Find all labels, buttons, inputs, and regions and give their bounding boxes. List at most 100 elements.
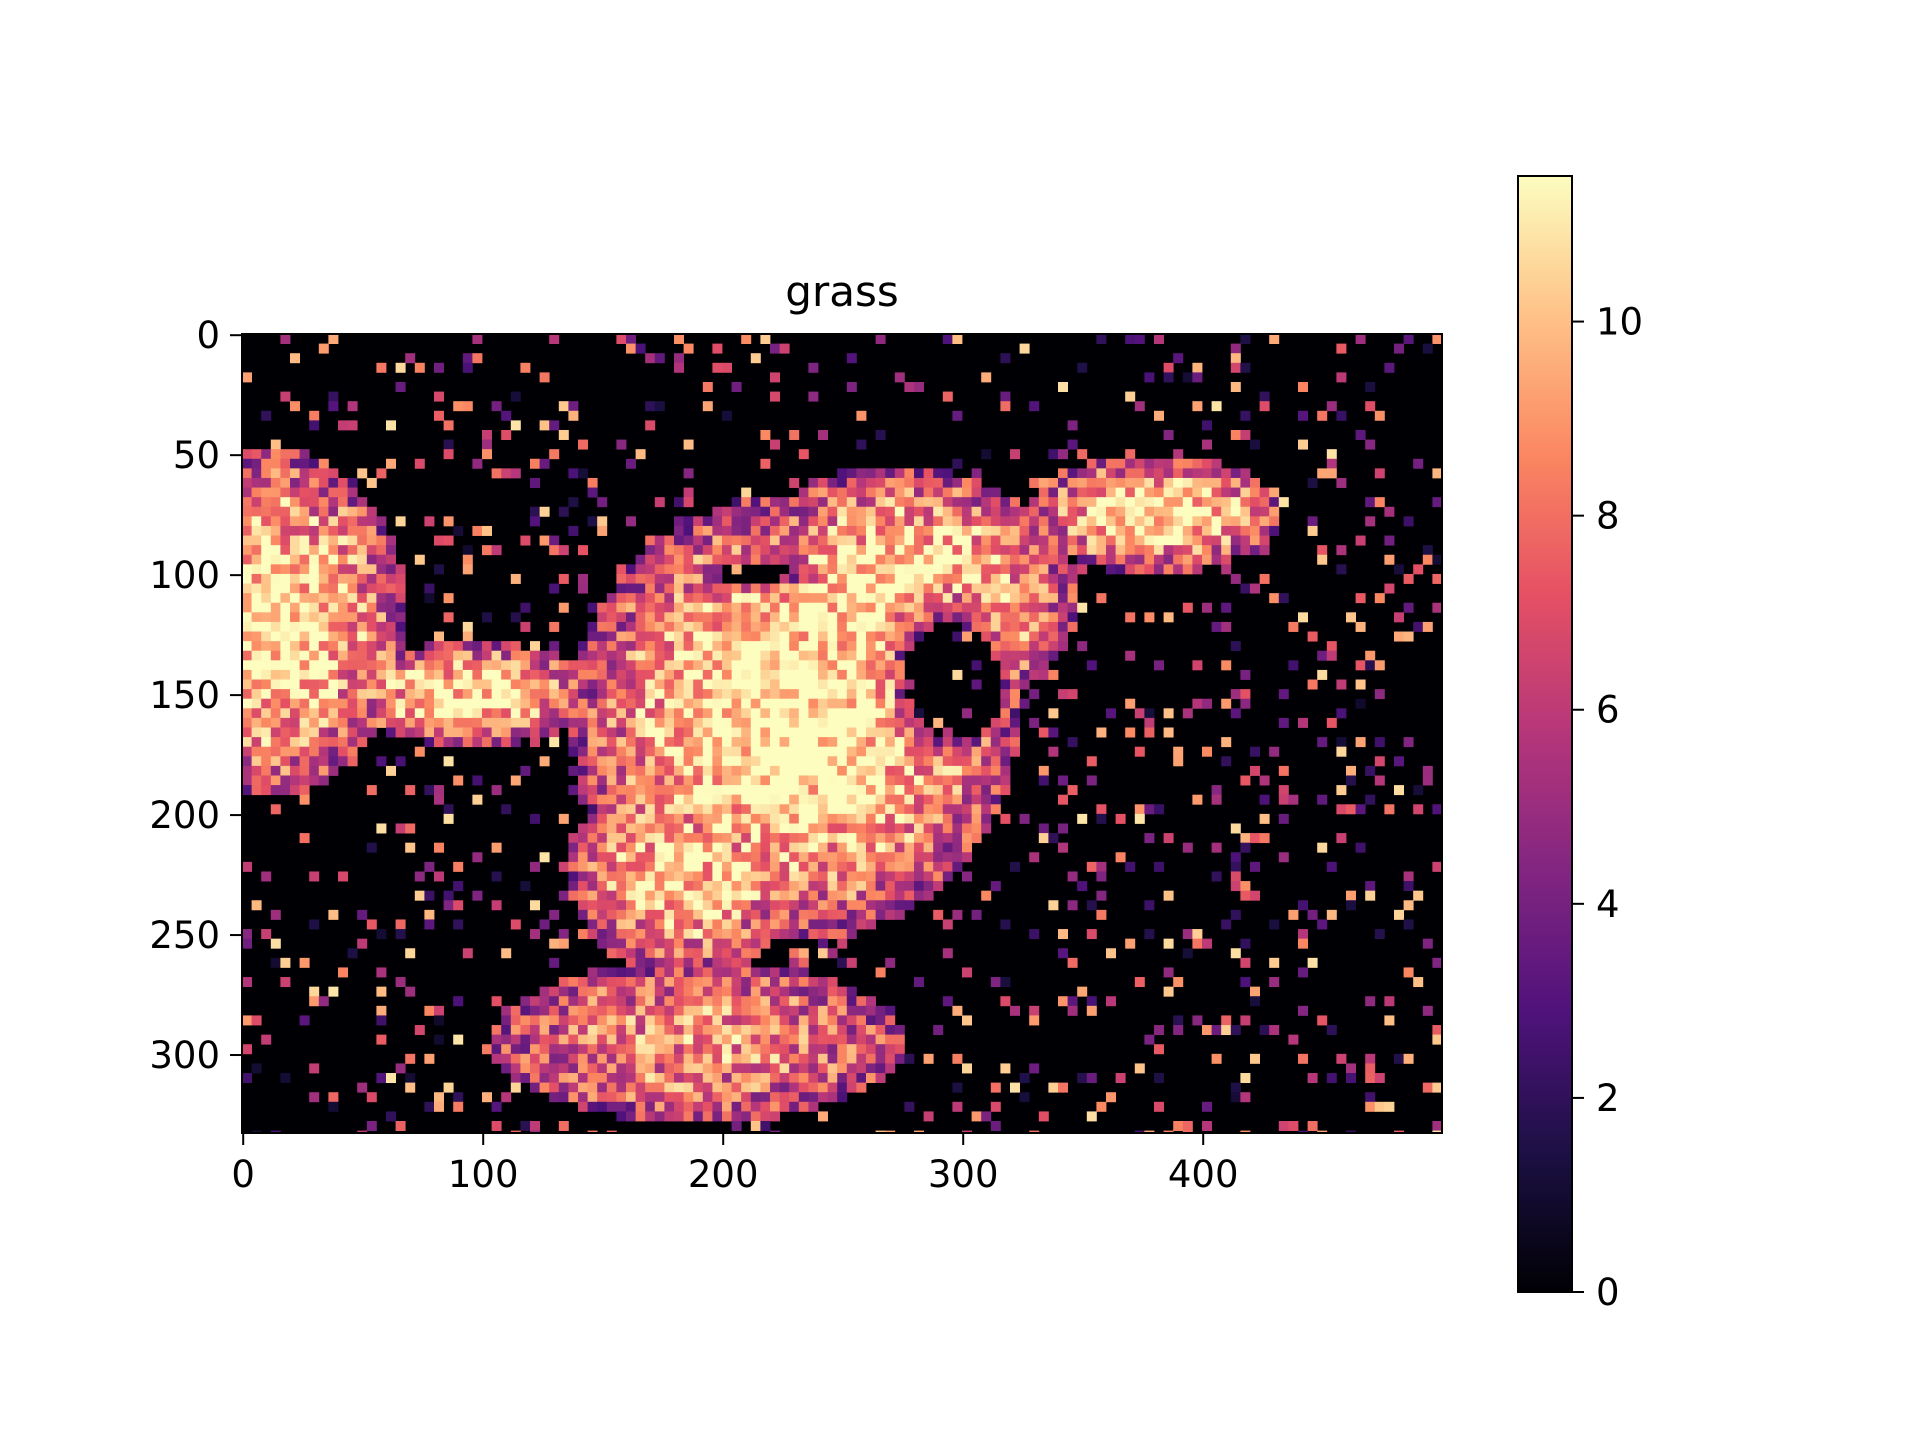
heatmap-cell <box>587 487 598 498</box>
heatmap-cell <box>1403 602 1414 613</box>
heatmap-cell <box>261 775 272 786</box>
heatmap-cell <box>597 890 608 901</box>
heatmap-cell <box>1010 449 1020 460</box>
heatmap-cell <box>472 698 483 709</box>
heatmap-cell <box>683 573 694 584</box>
heatmap-cell <box>770 919 780 930</box>
heatmap-cell <box>866 1034 876 1045</box>
heatmap-cell <box>702 967 713 978</box>
heatmap-cell <box>290 401 300 412</box>
heatmap-cell <box>539 1005 550 1016</box>
heatmap-cell <box>482 525 492 536</box>
heatmap-cell <box>549 334 560 344</box>
heatmap-cell <box>770 535 780 546</box>
heatmap-cell <box>683 545 694 556</box>
heatmap-cell <box>1134 1130 1145 1133</box>
heatmap-cell <box>770 775 780 786</box>
heatmap-cell <box>722 804 732 815</box>
heatmap-cell <box>837 1034 848 1045</box>
heatmap-cell <box>894 650 905 661</box>
heatmap-cell <box>933 525 944 536</box>
heatmap-cell <box>530 1082 540 1093</box>
heatmap-cell <box>731 804 742 815</box>
heatmap-cell <box>712 785 723 796</box>
heatmap-cell <box>981 525 992 536</box>
heatmap-cell <box>1202 439 1212 450</box>
heatmap-cell <box>971 497 982 508</box>
heatmap-cell <box>770 439 780 450</box>
heatmap-cell <box>376 545 387 556</box>
heatmap-cell <box>731 833 742 844</box>
heatmap-cell <box>626 890 636 901</box>
heatmap-cell <box>376 631 387 642</box>
heatmap-cell <box>1067 612 1078 623</box>
heatmap-cell <box>674 1073 684 1084</box>
heatmap-cell <box>1259 813 1270 824</box>
heatmap-cell <box>510 1044 521 1055</box>
heatmap-cell <box>894 621 905 632</box>
heatmap-cell <box>578 1073 588 1084</box>
heatmap-cell <box>875 823 886 834</box>
heatmap-cell <box>1048 641 1059 652</box>
heatmap-cell <box>1163 1130 1174 1133</box>
heatmap-cell <box>1048 564 1059 575</box>
heatmap-cell <box>549 689 560 700</box>
heatmap-cell <box>1422 938 1433 949</box>
heatmap-cell <box>318 468 329 479</box>
heatmap-cell <box>530 708 540 719</box>
heatmap-cell <box>328 660 339 671</box>
heatmap-cell <box>414 669 425 680</box>
heatmap-cell <box>856 833 867 844</box>
heatmap-cell <box>1115 525 1126 536</box>
heatmap-cell <box>462 545 473 556</box>
heatmap-cell <box>856 612 867 623</box>
heatmap-cell <box>741 775 752 786</box>
heatmap-cell <box>971 487 982 498</box>
heatmap-cell <box>914 804 924 815</box>
heatmap-cell <box>539 679 550 690</box>
heatmap-cell <box>539 506 550 517</box>
heatmap-cell <box>549 909 560 920</box>
heatmap-cell <box>510 1063 521 1074</box>
heatmap-cell <box>683 689 694 700</box>
heatmap-cell <box>798 967 809 978</box>
heatmap-cell <box>693 689 704 700</box>
heatmap-cell <box>760 996 771 1007</box>
heatmap-cell <box>1221 564 1232 575</box>
heatmap-cell <box>827 842 838 853</box>
heatmap-cell <box>299 689 310 700</box>
heatmap-cell <box>1038 650 1049 661</box>
heatmap-cell <box>578 823 588 834</box>
heatmap-cell <box>856 410 867 421</box>
heatmap-cell <box>1125 497 1136 508</box>
heatmap-cell <box>885 602 896 613</box>
heatmap-cell <box>664 794 675 805</box>
heatmap-cell <box>290 775 300 786</box>
heatmap-cell <box>894 785 905 796</box>
heatmap-cell <box>741 487 752 498</box>
heatmap-cell <box>1000 919 1011 930</box>
heatmap-cell <box>798 881 809 892</box>
heatmap-cell <box>818 804 828 815</box>
heatmap-cell <box>501 727 512 738</box>
heatmap-cell <box>510 708 521 719</box>
heatmap-cell <box>683 593 694 604</box>
heatmap-cell <box>597 986 608 997</box>
heatmap-cell <box>1355 429 1366 440</box>
heatmap-cell <box>683 909 694 920</box>
heatmap-cell <box>1029 545 1040 556</box>
heatmap-cell <box>635 708 646 719</box>
heatmap-cell <box>741 794 752 805</box>
heatmap-cell <box>597 823 608 834</box>
heatmap-cell <box>914 890 924 901</box>
heatmap-cell <box>357 669 368 680</box>
heatmap-cell <box>654 1111 665 1122</box>
heatmap-cell <box>846 986 857 997</box>
heatmap-cell <box>894 871 905 882</box>
heatmap-cell <box>856 871 867 882</box>
heatmap-cell <box>338 631 348 642</box>
heatmap-cell <box>1058 602 1068 613</box>
heatmap-cell <box>645 669 656 680</box>
heatmap-cell <box>270 641 281 652</box>
heatmap-cell <box>616 1111 627 1122</box>
